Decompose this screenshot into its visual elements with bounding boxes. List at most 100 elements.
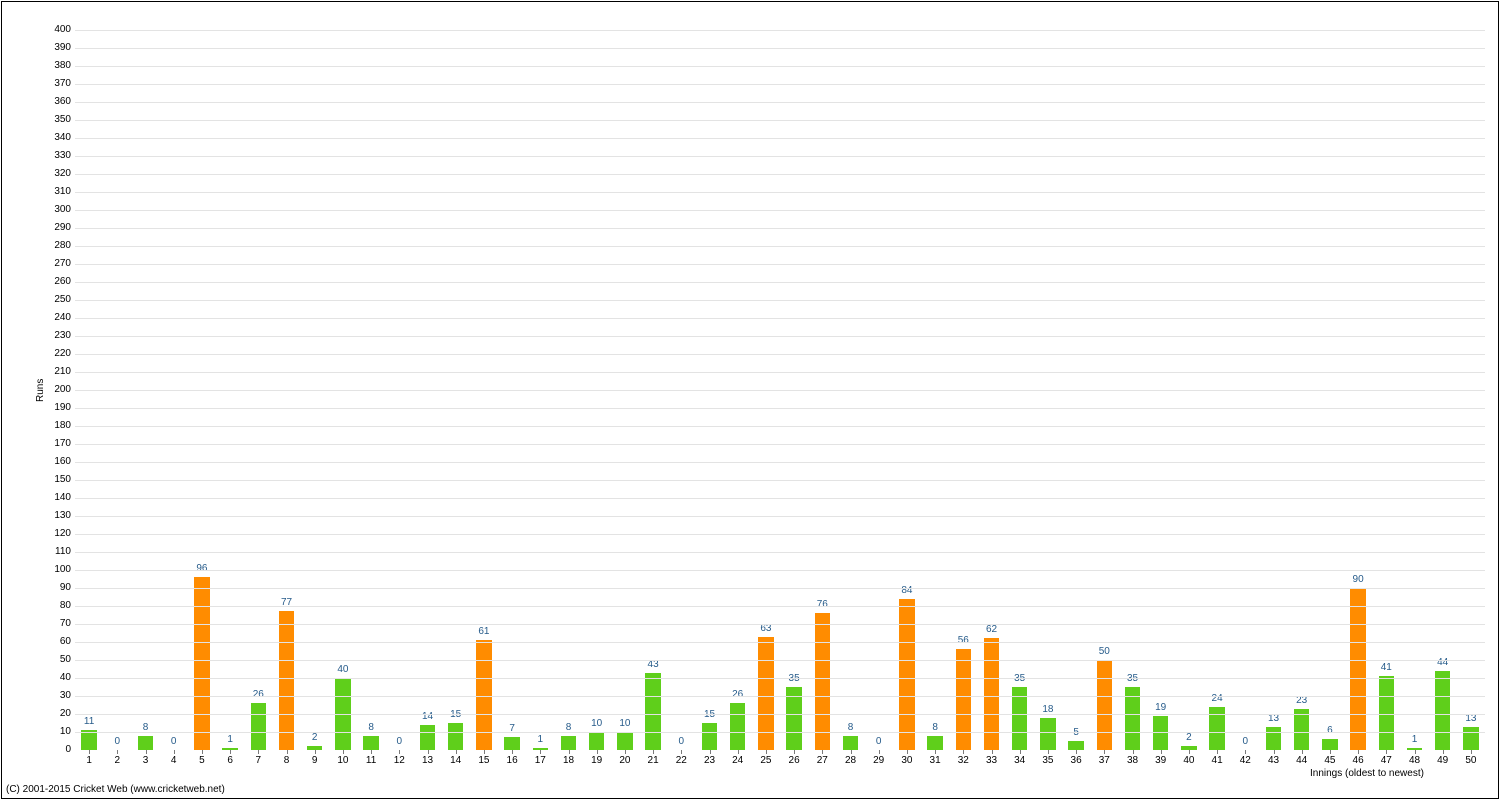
x-tick-label: 37 [1099,755,1110,766]
bar-value-label: 40 [337,664,348,675]
x-tick-mark [540,750,541,754]
y-tick-label: 360 [45,96,71,107]
gridline [75,192,1485,193]
bar [561,736,577,750]
gridline [75,282,1485,283]
gridline [75,156,1485,157]
x-tick-label: 23 [704,755,715,766]
y-tick-label: 290 [45,222,71,233]
y-tick-label: 250 [45,294,71,305]
x-tick-label: 47 [1381,755,1392,766]
x-tick-label: 26 [789,755,800,766]
y-tick-label: 60 [45,636,71,647]
x-tick-mark [1217,750,1218,754]
x-tick-mark [1189,750,1190,754]
x-tick-mark [117,750,118,754]
copyright-text: (C) 2001-2015 Cricket Web (www.cricketwe… [6,784,225,795]
y-tick-label: 110 [45,546,71,557]
bar-value-label: 10 [591,718,602,729]
x-tick-label: 19 [591,755,602,766]
bar [138,736,154,750]
x-tick-label: 18 [563,755,574,766]
y-tick-label: 0 [45,744,71,755]
bar-value-label: 24 [1212,693,1223,704]
x-tick-mark [1471,750,1472,754]
bar-value-label: 41 [1381,662,1392,673]
bar [730,703,746,750]
x-tick-mark [1358,750,1359,754]
bar-value-label: 2 [1186,732,1192,743]
bar [956,649,972,750]
y-tick-label: 310 [45,186,71,197]
x-tick-label: 49 [1437,755,1448,766]
gridline [75,570,1485,571]
bar-value-label: 1 [227,734,233,745]
x-tick-mark [625,750,626,754]
bar [251,703,267,750]
x-tick-label: 25 [760,755,771,766]
bar-value-label: 0 [679,736,685,747]
x-tick-mark [343,750,344,754]
y-tick-label: 240 [45,312,71,323]
x-tick-label: 6 [227,755,233,766]
x-tick-mark [1415,750,1416,754]
bar-value-label: 0 [115,736,121,747]
x-tick-label: 36 [1071,755,1082,766]
bar [1266,727,1282,750]
y-tick-label: 80 [45,600,71,611]
y-tick-label: 10 [45,726,71,737]
gridline [75,30,1485,31]
gridline [75,66,1485,67]
gridline [75,318,1485,319]
x-tick-mark [1245,750,1246,754]
page-root: { "canvas": { "width": 1500, "height": 8… [0,0,1500,800]
x-tick-mark [1076,750,1077,754]
bar-value-label: 14 [422,711,433,722]
y-tick-label: 190 [45,402,71,413]
bar [617,732,633,750]
y-tick-label: 70 [45,618,71,629]
x-tick-mark [992,750,993,754]
x-tick-mark [287,750,288,754]
bar [1435,671,1451,750]
y-tick-label: 400 [45,24,71,35]
x-tick-label: 5 [199,755,205,766]
x-tick-label: 50 [1465,755,1476,766]
bar [927,736,943,750]
x-tick-label: 32 [958,755,969,766]
bar-value-label: 0 [171,736,177,747]
x-tick-mark [851,750,852,754]
x-tick-mark [202,750,203,754]
y-tick-label: 50 [45,654,71,665]
bar-value-label: 0 [397,736,403,747]
bar [420,725,436,750]
bar-value-label: 2 [312,732,318,743]
x-tick-mark [935,750,936,754]
bar-value-label: 76 [817,599,828,610]
y-tick-label: 30 [45,690,71,701]
gridline [75,48,1485,49]
x-tick-mark [822,750,823,754]
bar [279,611,295,750]
x-tick-mark [1302,750,1303,754]
y-tick-label: 280 [45,240,71,251]
x-tick-label: 14 [450,755,461,766]
x-tick-label: 33 [986,755,997,766]
bar-value-label: 11 [84,716,94,727]
x-tick-label: 3 [143,755,149,766]
x-tick-mark [1133,750,1134,754]
bar-value-label: 8 [848,722,854,733]
bar-value-label: 10 [619,718,630,729]
y-tick-label: 120 [45,528,71,539]
x-tick-mark [569,750,570,754]
x-tick-label: 43 [1268,755,1279,766]
x-tick-mark [738,750,739,754]
bar-value-label: 50 [1099,646,1110,657]
y-tick-label: 220 [45,348,71,359]
bar-value-label: 6 [1327,725,1333,736]
x-tick-label: 44 [1296,755,1307,766]
y-tick-label: 200 [45,384,71,395]
y-tick-label: 380 [45,60,71,71]
x-tick-label: 28 [845,755,856,766]
gridline [75,678,1485,679]
